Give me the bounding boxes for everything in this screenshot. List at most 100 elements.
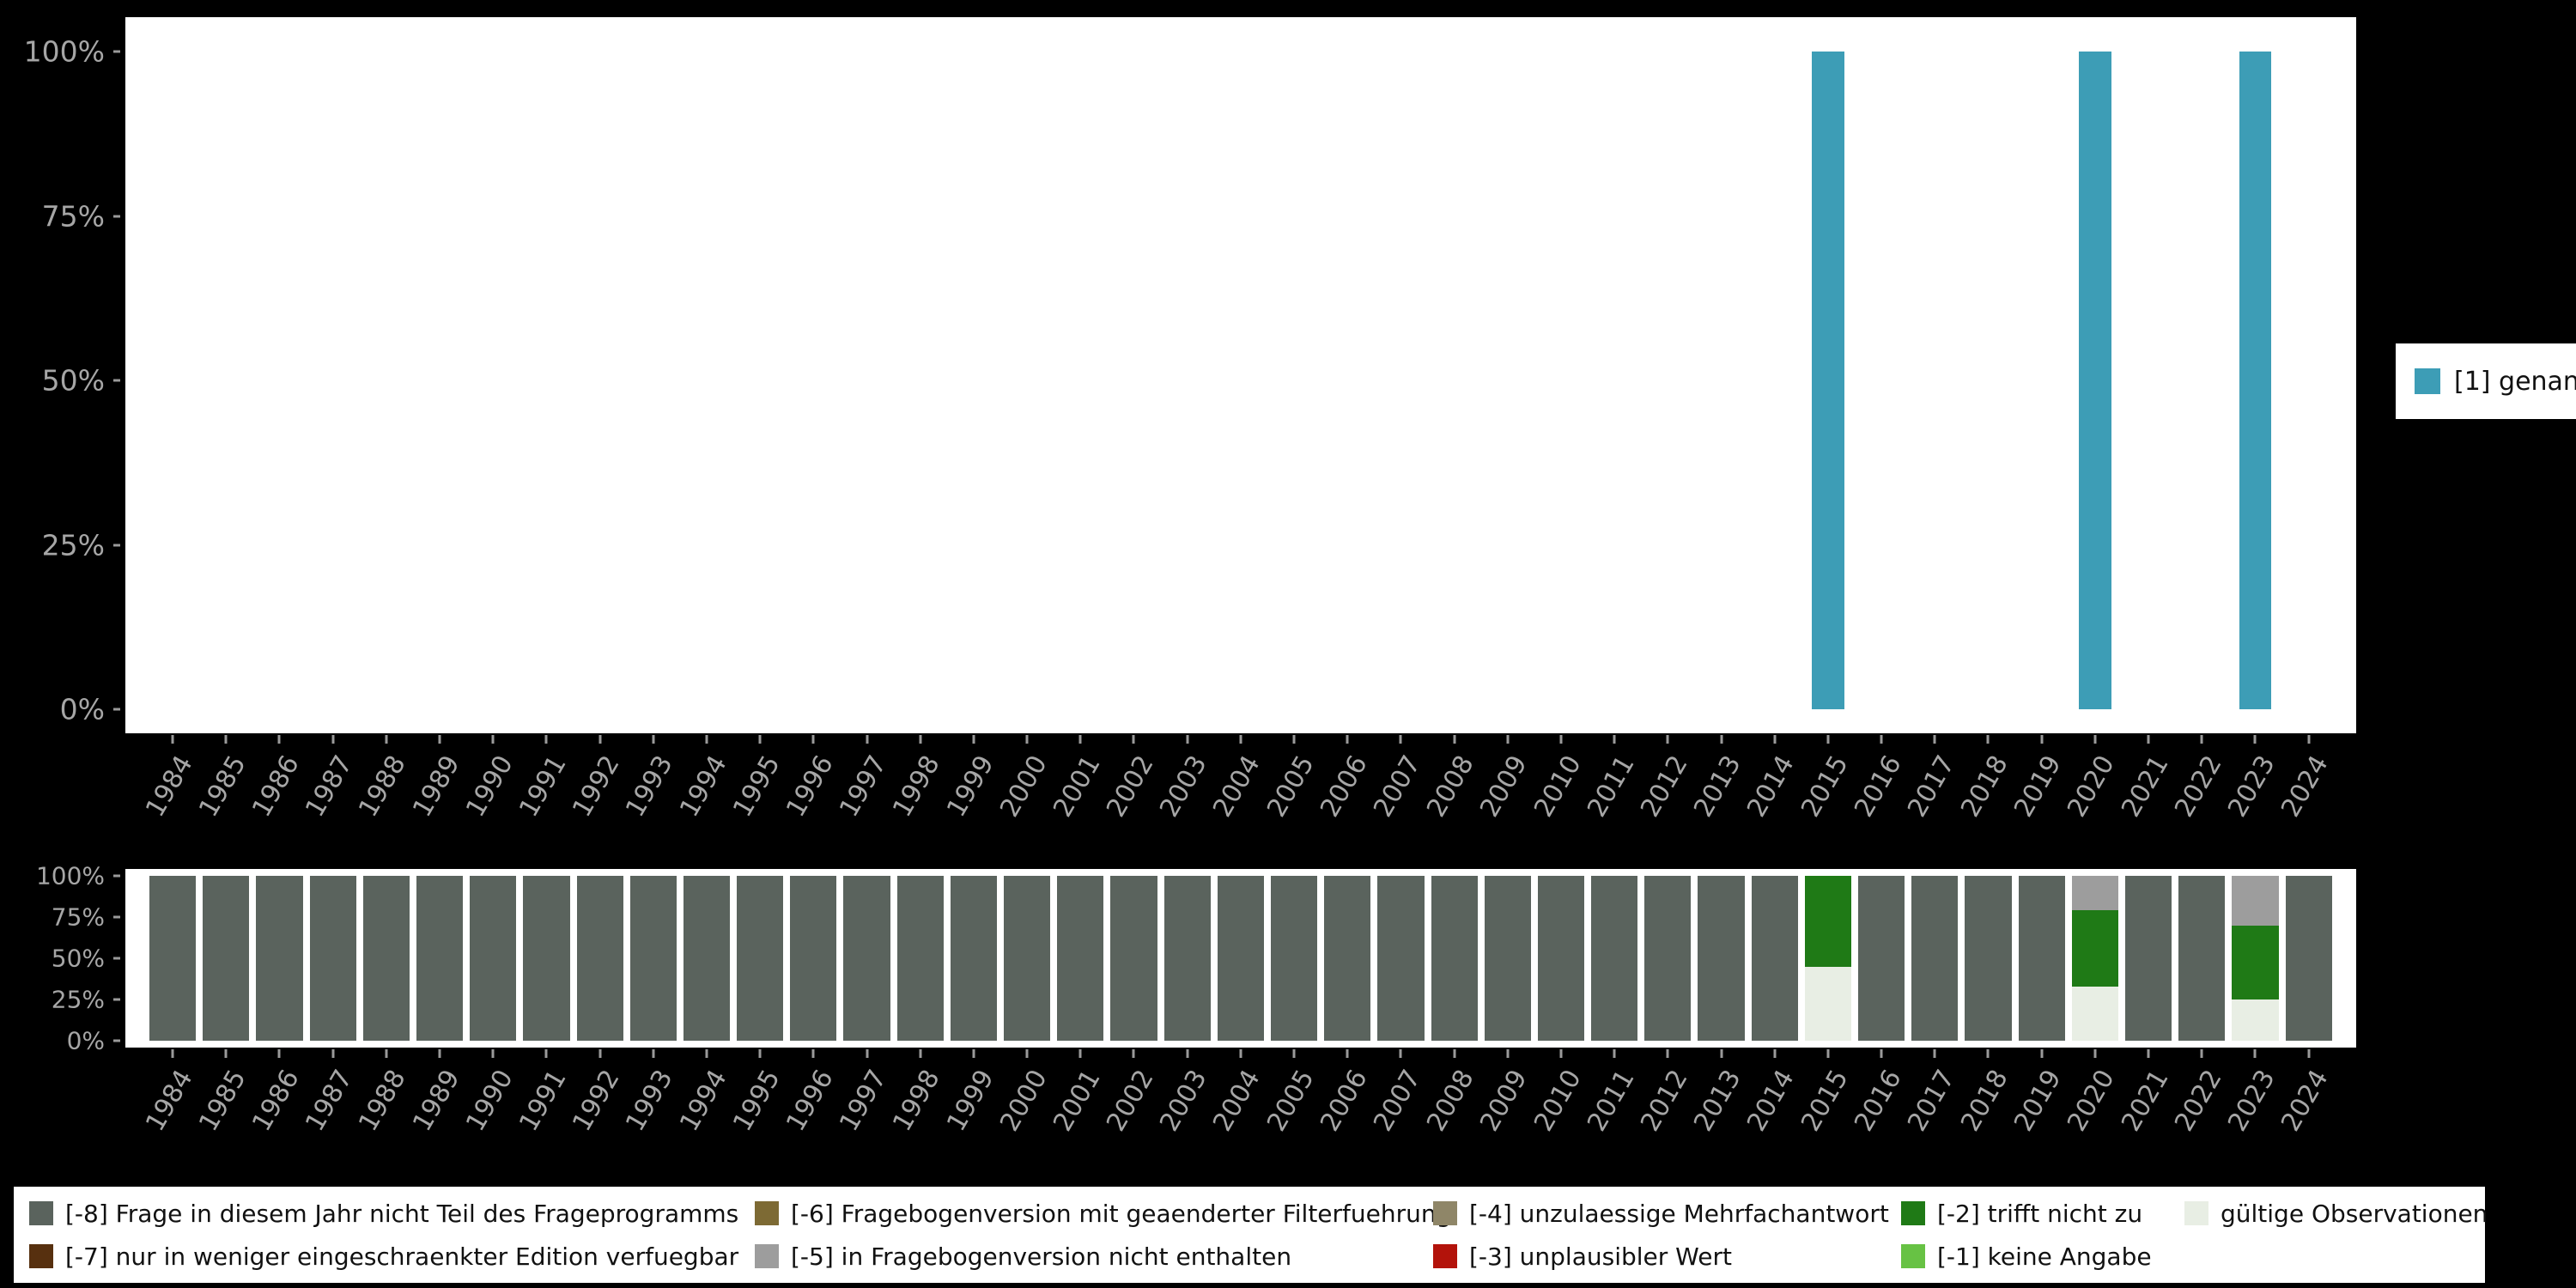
x-axis-year-label: 2007 bbox=[1368, 1065, 1427, 1137]
x-axis-tick bbox=[1933, 735, 1936, 744]
stacked-bar-segment bbox=[1163, 876, 1211, 1041]
x-axis-year-label: 2016 bbox=[1848, 1065, 1908, 1137]
x-axis-tick bbox=[1346, 735, 1349, 744]
stacked-bar-segment bbox=[1377, 876, 1425, 1041]
top-chart-bar-slot bbox=[519, 52, 573, 709]
y-axis-percent-label: 50% bbox=[51, 944, 105, 973]
x-axis-tick bbox=[1559, 1049, 1563, 1058]
legend-item: [-5] in Fragebogenversion nicht enthalte… bbox=[755, 1242, 1433, 1271]
x-axis-year-label: 2013 bbox=[1688, 1065, 1747, 1137]
x-axis-slot: 2002 bbox=[1101, 1049, 1160, 1178]
y-axis-percent-label: 0% bbox=[66, 1026, 105, 1055]
x-axis-tick bbox=[1773, 735, 1777, 744]
x-axis-year-label: 1998 bbox=[887, 750, 947, 823]
x-axis-year-label: 1984 bbox=[139, 1065, 199, 1137]
bottom-chart-bar-slot bbox=[1534, 876, 1588, 1041]
x-axis-tick bbox=[1078, 1049, 1082, 1058]
top-chart-bar-slot bbox=[413, 52, 466, 709]
stacked-bar-segment bbox=[1270, 876, 1318, 1041]
x-axis-slot: 1990 bbox=[460, 735, 519, 864]
x-axis-tick bbox=[385, 1049, 388, 1058]
top-chart-bar-slot bbox=[894, 52, 947, 709]
bottom-chart-stacked-bar bbox=[2124, 876, 2172, 1041]
x-axis-slot: 1992 bbox=[567, 1049, 627, 1178]
x-axis-slot: 2010 bbox=[1528, 735, 1588, 864]
x-axis-year-label: 2008 bbox=[1421, 750, 1480, 823]
x-axis-tick bbox=[705, 1049, 708, 1058]
x-axis-year-label: 1992 bbox=[567, 750, 626, 823]
top-chart-panel bbox=[125, 17, 2356, 733]
top-chart-bar-slot bbox=[2122, 52, 2175, 709]
legend-label: [-8] Frage in diesem Jahr nicht Teil des… bbox=[65, 1199, 739, 1228]
x-axis-year-label: 1990 bbox=[460, 750, 519, 823]
x-axis-tick bbox=[758, 735, 762, 744]
x-axis-year-label: 1999 bbox=[940, 1065, 1000, 1137]
bottom-chart-stacked-bar bbox=[576, 876, 623, 1041]
bottom-chart-bar-slot bbox=[2122, 876, 2175, 1041]
x-axis-tick bbox=[1613, 735, 1616, 744]
x-axis-tick bbox=[1292, 735, 1296, 744]
x-axis-slot: 1985 bbox=[193, 1049, 252, 1178]
x-axis-slot: 2005 bbox=[1261, 735, 1321, 864]
x-axis-slot: 2011 bbox=[1582, 735, 1641, 864]
x-axis-year-label: 1987 bbox=[300, 750, 359, 823]
bottom-chart-stacked-bar bbox=[2071, 876, 2118, 1041]
y-axis-percent-label: 0% bbox=[59, 692, 105, 726]
bottom-chart-stacked-bar bbox=[896, 876, 944, 1041]
stacked-bar-segment bbox=[1751, 876, 1798, 1041]
bottom-chart-bar-slot bbox=[2228, 876, 2281, 1041]
x-axis-tick bbox=[491, 1049, 495, 1058]
x-axis-slot: 2010 bbox=[1528, 1049, 1588, 1178]
stacked-bar-segment bbox=[2018, 876, 2065, 1041]
bottom-chart-bar-slot bbox=[1481, 876, 1534, 1041]
x-axis-slot: 2017 bbox=[1902, 1049, 1961, 1178]
x-axis-tick bbox=[1453, 735, 1456, 744]
bottom-chart-stacked-bar bbox=[629, 876, 677, 1041]
x-axis-tick bbox=[544, 735, 548, 744]
x-axis-slot: 2016 bbox=[1849, 1049, 1908, 1178]
stacked-bar-segment bbox=[2124, 876, 2172, 1041]
x-axis-slot: 1994 bbox=[674, 1049, 733, 1178]
x-axis-slot: 2015 bbox=[1795, 735, 1855, 864]
stacked-bar-segment bbox=[576, 876, 623, 1041]
bottom-chart-stacked-bar bbox=[1591, 876, 1638, 1041]
legend-item: gültige Observationen bbox=[2184, 1200, 2488, 1228]
legend-swatch bbox=[755, 1201, 779, 1225]
stacked-bar-segment bbox=[1911, 876, 1959, 1041]
x-axis-tick bbox=[1506, 1049, 1510, 1058]
stacked-bar-segment bbox=[203, 876, 250, 1041]
x-axis-year-label: 1988 bbox=[353, 1065, 413, 1137]
x-axis-year-label: 2013 bbox=[1688, 750, 1747, 823]
x-axis-year-label: 1991 bbox=[513, 1065, 573, 1137]
y-axis-tick bbox=[113, 1039, 120, 1042]
stacked-bar-segment bbox=[950, 876, 997, 1041]
x-axis-tick bbox=[1986, 735, 1990, 744]
x-axis-slot: 1994 bbox=[674, 735, 733, 864]
x-axis-year-label: 2023 bbox=[2222, 750, 2281, 823]
bottom-chart-stacked-bar bbox=[2232, 876, 2279, 1041]
bottom-chart-bar-slot bbox=[627, 876, 680, 1041]
bottom-chart-stacked-bar bbox=[203, 876, 250, 1041]
x-axis-slot: 2002 bbox=[1101, 735, 1160, 864]
x-axis-tick bbox=[438, 735, 441, 744]
x-axis-slot: 2023 bbox=[2222, 735, 2281, 864]
x-axis-slot: 2018 bbox=[1955, 1049, 2014, 1178]
bottom-chart-bar-slot bbox=[1107, 876, 1160, 1041]
x-axis-slot: 1988 bbox=[354, 735, 413, 864]
x-axis-tick bbox=[1826, 1049, 1830, 1058]
x-axis-year-label: 1992 bbox=[567, 1065, 626, 1137]
x-axis-tick bbox=[1292, 1049, 1296, 1058]
x-axis-tick bbox=[1773, 1049, 1777, 1058]
x-axis-tick bbox=[385, 735, 388, 744]
top-chart-bar-slot bbox=[307, 52, 360, 709]
x-axis-year-label: 2006 bbox=[1315, 1065, 1374, 1137]
bottom-chart-bar-slot bbox=[2282, 876, 2336, 1041]
x-axis-year-label: 1999 bbox=[940, 750, 1000, 823]
top-chart-bar-slot bbox=[787, 52, 840, 709]
x-axis-tick bbox=[2093, 1049, 2097, 1058]
stacked-bar-segment bbox=[416, 876, 464, 1041]
x-axis-tick bbox=[1666, 1049, 1669, 1058]
legend-item: [-3] unplausibler Wert bbox=[1433, 1242, 1901, 1271]
x-axis-slot: 2001 bbox=[1048, 1049, 1107, 1178]
x-axis-year-label: 1987 bbox=[300, 1065, 359, 1137]
